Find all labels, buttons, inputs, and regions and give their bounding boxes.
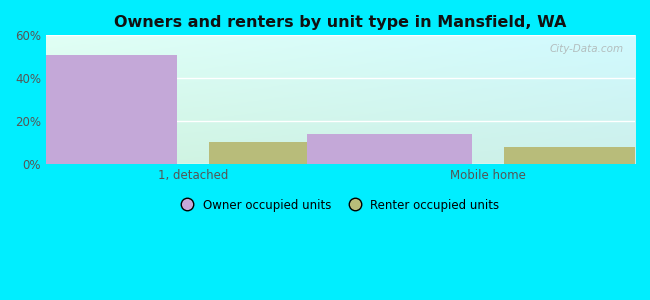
- Legend: Owner occupied units, Renter occupied units: Owner occupied units, Renter occupied un…: [181, 199, 499, 212]
- Bar: [307, 134, 471, 164]
- Bar: [504, 147, 650, 164]
- Bar: [209, 142, 374, 164]
- Title: Owners and renters by unit type in Mansfield, WA: Owners and renters by unit type in Mansf…: [114, 15, 567, 30]
- Bar: [12, 55, 177, 164]
- Text: City-Data.com: City-Data.com: [549, 44, 623, 54]
